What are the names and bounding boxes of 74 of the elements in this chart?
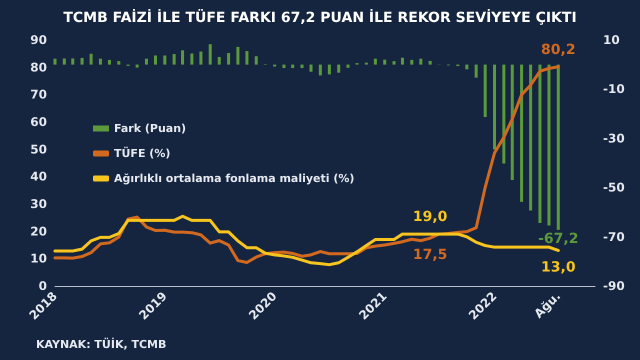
data-label: 13,0 (541, 259, 576, 276)
bar (419, 58, 422, 65)
bar (190, 54, 194, 65)
bar (484, 64, 487, 117)
bar (80, 58, 84, 65)
y-tick-label: 20 (30, 224, 47, 238)
legend-label: TÜFE (%) (114, 146, 170, 160)
bar (383, 60, 386, 65)
bar (318, 64, 322, 76)
bar (136, 64, 139, 68)
bar (538, 64, 542, 224)
y2-tick-label: -10 (603, 82, 625, 96)
bar (346, 64, 350, 68)
bar (181, 50, 184, 65)
bar (208, 44, 212, 65)
y-tick-label: 30 (30, 197, 47, 211)
bar (227, 53, 230, 65)
bar (90, 54, 93, 65)
bar (98, 58, 102, 65)
bar (108, 60, 111, 65)
bar (310, 64, 313, 72)
bar (400, 58, 404, 65)
bar (374, 58, 377, 65)
bar (465, 64, 468, 70)
bar (254, 56, 258, 65)
data-label: -67,2 (538, 230, 578, 247)
bar (520, 64, 524, 202)
y2-tick-label: -30 (603, 131, 625, 146)
bar (300, 64, 304, 68)
bar (328, 64, 331, 74)
bar (428, 60, 432, 65)
data-label: 19,0 (412, 209, 448, 226)
bar (117, 61, 120, 65)
y2-tick-label: -50 (603, 180, 625, 195)
bar (547, 64, 550, 226)
bar (291, 64, 294, 68)
y-tick-label: 60 (30, 115, 47, 129)
bar (474, 64, 478, 78)
bar (62, 58, 66, 65)
text: KAYNAK: TÜİK, TCMB (36, 337, 166, 351)
bar (163, 56, 166, 65)
bar (337, 64, 340, 73)
bar (71, 58, 74, 65)
bar (502, 64, 506, 164)
bar (54, 58, 56, 65)
legend-label: Ağırlıklı ortalama fonlama maliyeti (%) (114, 172, 354, 185)
y-tick-label: 70 (30, 88, 47, 102)
y-tick-label: 80 (30, 60, 47, 74)
bar (410, 60, 414, 65)
y-tick-label: 50 (30, 142, 47, 156)
data-label: 80,2 (541, 42, 576, 58)
data-label: 17,5 (412, 247, 448, 264)
y-tick-label: 90 (30, 33, 47, 47)
y2-tick-label: 10 (603, 33, 620, 47)
bar (218, 56, 221, 65)
bar (154, 56, 157, 65)
bar (245, 51, 248, 65)
y-tick-label: 10 (30, 252, 47, 266)
bar (529, 64, 532, 210)
bar (493, 64, 496, 150)
chart-title: TCMB FAİZİ İLE TÜFE FARKI 67,2 PUAN İLE REKOR SEVİYEYE ÇIKTI (63, 9, 577, 26)
bar (392, 61, 396, 65)
legend-label: Fark (Puan) (114, 122, 186, 135)
bar (282, 64, 286, 68)
y2-tick-label: -70 (603, 230, 625, 244)
y-tick-label: 0 (38, 279, 47, 293)
bar (144, 58, 148, 65)
y2-tick-label: -90 (603, 279, 625, 293)
bar (510, 64, 514, 180)
bar (172, 54, 176, 65)
bar (556, 64, 560, 230)
bar (236, 46, 240, 65)
bar (199, 52, 202, 65)
y-tick-label: 40 (30, 170, 47, 184)
